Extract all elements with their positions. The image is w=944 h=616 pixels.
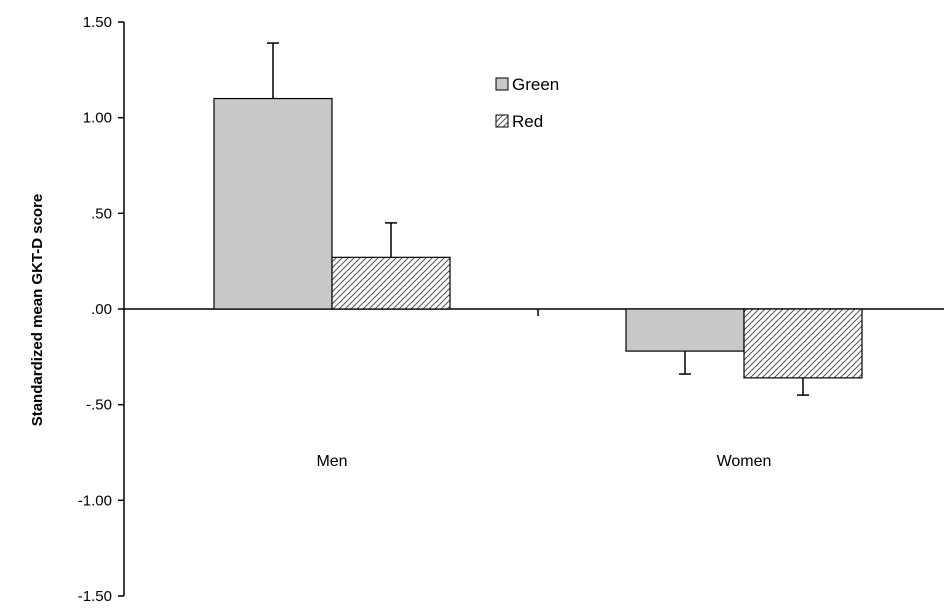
category-label-men: Men bbox=[316, 453, 347, 470]
y-tick-label: 1.00 bbox=[83, 110, 112, 127]
y-tick-label: -1.00 bbox=[78, 492, 112, 509]
bar-red-women bbox=[744, 309, 862, 378]
legend-swatch-red bbox=[496, 115, 508, 127]
legend-label-red: Red bbox=[512, 112, 543, 131]
legend-swatch-green bbox=[496, 78, 508, 90]
bar-green-men bbox=[214, 99, 332, 309]
y-tick-label: .50 bbox=[91, 205, 112, 222]
y-axis-title: Standardized mean GKT-D score bbox=[29, 194, 46, 427]
y-tick-label: -.50 bbox=[86, 397, 112, 414]
y-tick-label: 1.50 bbox=[83, 14, 112, 31]
y-tick-label: -1.50 bbox=[78, 588, 112, 605]
legend: Green Red bbox=[496, 75, 559, 131]
legend-label-green: Green bbox=[512, 75, 559, 94]
y-tick-label: .00 bbox=[91, 301, 112, 318]
category-label-women: Women bbox=[717, 453, 772, 470]
plot-area: 1.50 1.00 .50 .00 -.50 -1.00 -1.50 Men Women bbox=[78, 14, 944, 605]
bar-red-men bbox=[332, 257, 450, 309]
bar-green-women bbox=[626, 309, 744, 351]
